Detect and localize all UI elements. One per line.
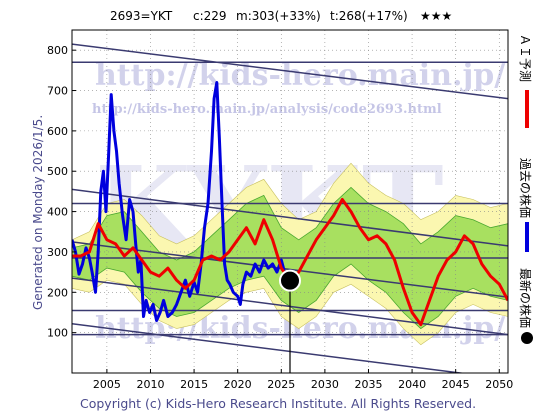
watermark-url-small: http://kids-hero.main.jp/analysis/code26… bbox=[92, 102, 442, 117]
x-tick-label-2: 2015 bbox=[180, 378, 208, 391]
x-tick-label-1: 2010 bbox=[136, 378, 164, 391]
y-tick-label-4: 500 bbox=[47, 165, 68, 178]
x-tick-label-6: 2035 bbox=[354, 378, 382, 391]
header-rating-stars: ★★★ bbox=[420, 9, 452, 23]
watermark-url-large: http://kids-hero.main.jp/ bbox=[95, 58, 505, 93]
copyright-text: Copyright (c) Kids-Hero Research Institu… bbox=[80, 396, 476, 411]
y-tick-label-5: 600 bbox=[47, 125, 68, 138]
header-current-price: c:229 bbox=[193, 9, 227, 23]
y-tick-label-3: 400 bbox=[47, 206, 68, 219]
trend-line-0 bbox=[72, 43, 508, 100]
y-tick-label-0: 100 bbox=[47, 327, 68, 340]
x-tick-label-4: 2025 bbox=[267, 378, 295, 391]
legend: ＡＩ予測 過去の株価 最新の株価 bbox=[518, 34, 533, 344]
x-tick-label-5: 2030 bbox=[311, 378, 339, 391]
legend-label-past: 過去の株価 bbox=[518, 158, 533, 218]
x-tick-label-7: 2040 bbox=[398, 378, 426, 391]
legend-label-latest: 最新の株価 bbox=[518, 268, 533, 328]
y-tick-label-7: 800 bbox=[47, 44, 68, 57]
x-tick-label-3: 2020 bbox=[224, 378, 252, 391]
legend-swatch-latest bbox=[521, 332, 533, 344]
header-stock-code: 2693=YKT bbox=[110, 9, 173, 23]
series-past-price-line bbox=[72, 81, 292, 322]
header-target-price: t:268(+17%) bbox=[330, 9, 408, 23]
generated-date-label: Generated on Monday 2026/1/5. bbox=[31, 115, 45, 310]
trend-line-1 bbox=[72, 188, 508, 247]
current-price-marker bbox=[279, 269, 301, 292]
header-mid-price: m:303(+33%) bbox=[236, 9, 321, 23]
y-tick-label-2: 300 bbox=[47, 246, 68, 259]
y-tick-label-1: 200 bbox=[47, 286, 68, 299]
x-tick-label-8: 2045 bbox=[442, 378, 470, 391]
x-tick-label-0: 2005 bbox=[93, 378, 121, 391]
plot-frame bbox=[71, 29, 509, 374]
x-tick-label-9: 2050 bbox=[485, 378, 513, 391]
legend-label-ai: ＡＩ予測 bbox=[518, 34, 532, 82]
y-tick-label-6: 700 bbox=[47, 85, 68, 98]
